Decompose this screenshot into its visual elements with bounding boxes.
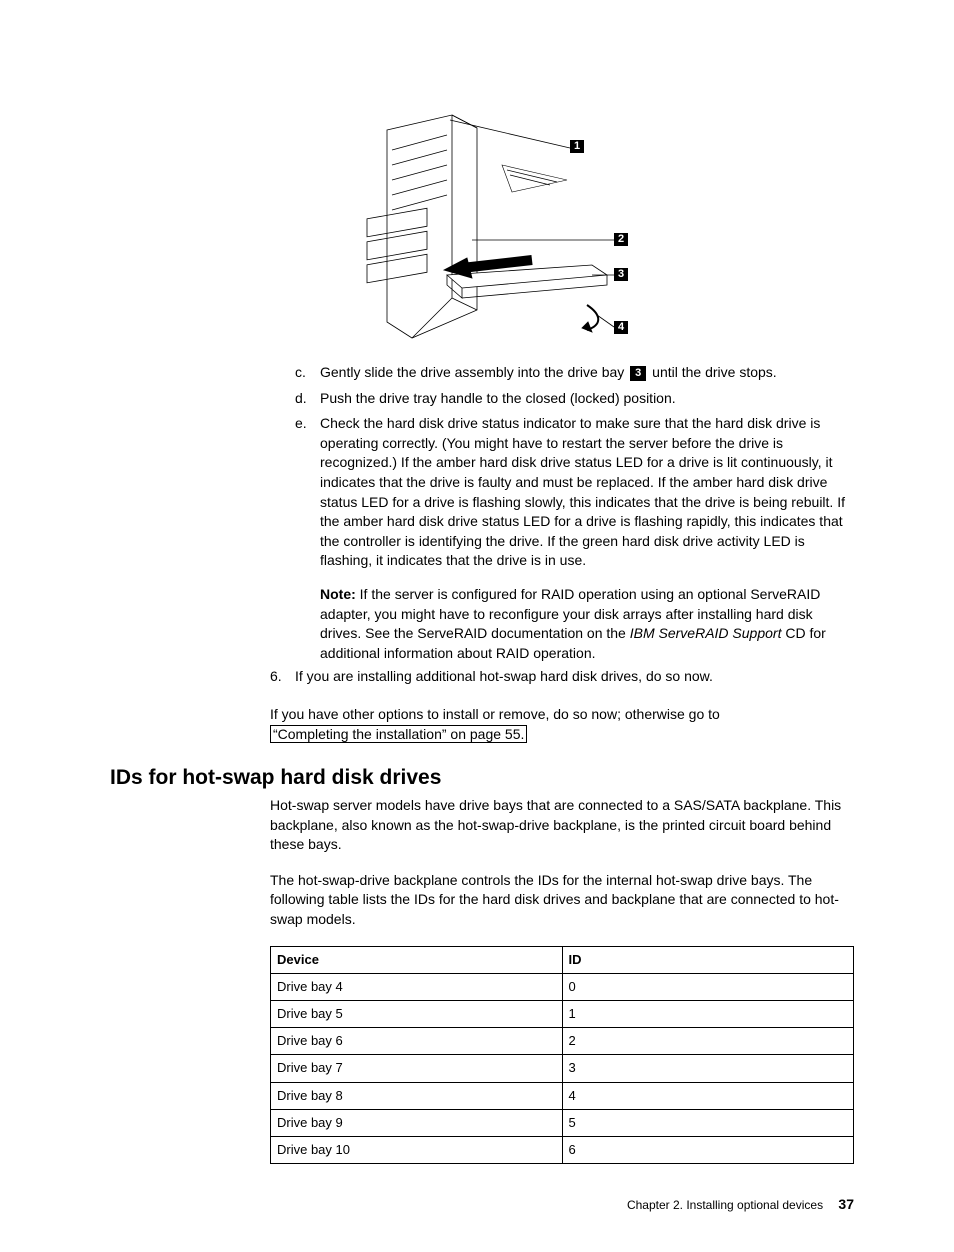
table-cell: 6 [562,1136,854,1163]
callout-2: 2 [614,233,628,246]
id-table: Device ID Drive bay 40Drive bay 51Drive … [270,946,854,1165]
table-cell: 2 [562,1028,854,1055]
table-cell: Drive bay 8 [271,1082,563,1109]
id-table-header-device: Device [271,946,563,973]
step-c-letter: c. [295,363,320,383]
table-cell: Drive bay 5 [271,1001,563,1028]
server-illustration [332,110,632,345]
step-6-text: If you are installing additional hot-swa… [295,667,854,687]
table-row: Drive bay 51 [271,1001,854,1028]
diagram-figure: 1 2 3 4 [110,110,854,345]
table-row: Drive bay 40 [271,973,854,1000]
step-e-text: Check the hard disk drive status indicat… [320,414,854,571]
note-label: Note: [320,586,356,602]
step-e-letter: e. [295,414,320,571]
step-d-letter: d. [295,389,320,409]
table-cell: Drive bay 7 [271,1055,563,1082]
table-cell: 5 [562,1109,854,1136]
step-c-text-before: Gently slide the drive assembly into the… [320,364,628,380]
table-cell: 0 [562,973,854,1000]
table-row: Drive bay 84 [271,1082,854,1109]
step-c-text-after: until the drive stops. [648,364,776,380]
section-heading: IDs for hot-swap hard disk drives [110,766,854,790]
table-row: Drive bay 106 [271,1136,854,1163]
callout-3: 3 [614,268,628,281]
page-footer: Chapter 2. Installing optional devices 3… [110,1196,854,1212]
table-cell: 3 [562,1055,854,1082]
step-e: e. Check the hard disk drive status indi… [295,414,854,571]
step-c-text: Gently slide the drive assembly into the… [320,363,854,383]
note-italic-text: IBM ServeRAID Support [630,625,782,641]
section-para-2: The hot-swap-drive backplane controls th… [270,871,854,930]
completing-installation-link[interactable]: “Completing the installation” on page 55… [270,725,527,743]
table-row: Drive bay 62 [271,1028,854,1055]
step-d-text: Push the drive tray handle to the closed… [320,389,854,409]
table-cell: 1 [562,1001,854,1028]
callout-4: 4 [614,321,628,334]
id-table-header-id: ID [562,946,854,973]
step-d: d. Push the drive tray handle to the clo… [295,389,854,409]
note-block: Note: If the server is configured for RA… [320,585,854,663]
footer-page-number: 37 [838,1196,854,1212]
footer-chapter: Chapter 2. Installing optional devices [627,1198,823,1212]
server-drive-diagram: 1 2 3 4 [332,110,632,345]
table-cell: Drive bay 6 [271,1028,563,1055]
table-cell: Drive bay 9 [271,1109,563,1136]
closing-paragraph: If you have other options to install or … [270,705,854,744]
table-row: Drive bay 95 [271,1109,854,1136]
step-c-callout-ref: 3 [630,366,646,381]
id-table-header-row: Device ID [271,946,854,973]
closing-text-before: If you have other options to install or … [270,706,720,722]
table-cell: 4 [562,1082,854,1109]
step-c: c. Gently slide the drive assembly into … [295,363,854,383]
step-6: 6. If you are installing additional hot-… [270,667,854,687]
section-para-1: Hot-swap server models have drive bays t… [270,796,854,855]
table-cell: Drive bay 10 [271,1136,563,1163]
step-6-number: 6. [270,667,295,687]
callout-1: 1 [570,140,584,153]
table-row: Drive bay 73 [271,1055,854,1082]
table-cell: Drive bay 4 [271,973,563,1000]
